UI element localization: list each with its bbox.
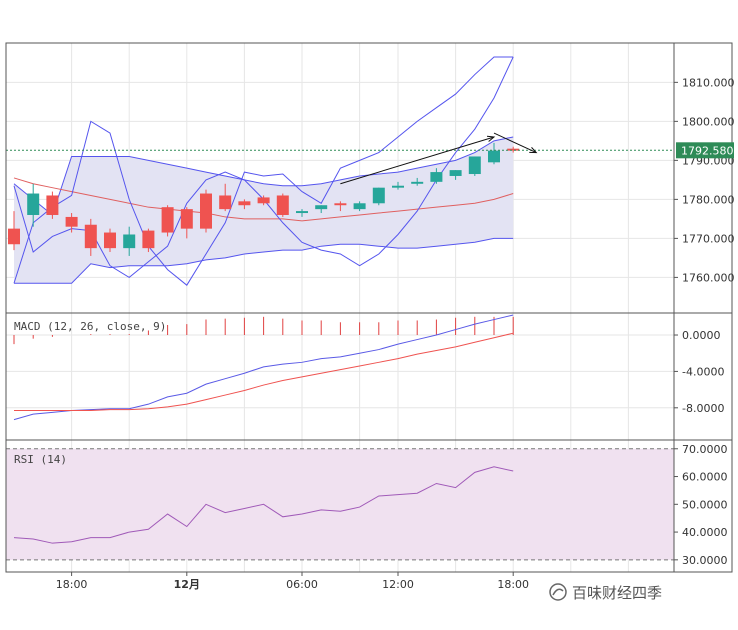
candle-body (372, 187, 385, 204)
bollinger-upper-line (13, 136, 514, 216)
candle-body (315, 205, 328, 210)
rsi-band-fill (6, 448, 674, 560)
candle-body (27, 193, 40, 215)
candle-body (276, 195, 289, 215)
macd-panel[interactable] (13, 314, 514, 421)
candle-body (507, 148, 520, 151)
indicator-line-2 (13, 56, 514, 286)
price-y-tick-label: 1800.000 (682, 115, 735, 128)
rsi-panel-title: RSI (14) (14, 453, 67, 466)
rsi-panel[interactable] (6, 448, 674, 561)
candle-body (488, 150, 500, 163)
candle-body (296, 211, 308, 214)
last-price-badge (676, 142, 734, 159)
moving-average-line (13, 177, 514, 222)
rsi-y-tick-label: 70.0000 (682, 443, 728, 456)
candle-body (449, 170, 462, 176)
last-price-label: 1792.580 (681, 144, 734, 157)
candle-body (8, 228, 20, 245)
annotation-arrow (340, 136, 495, 185)
candle-body (161, 207, 174, 233)
chart-frame (5, 42, 733, 573)
candle-body (65, 216, 78, 227)
candle-body (200, 193, 212, 229)
macd-y-tick-label: -4.0000 (682, 365, 724, 378)
candle-body (257, 197, 270, 204)
price-y-tick-label: 1780.000 (682, 193, 735, 206)
annotation-arrow-head (486, 135, 496, 142)
macd-signal-line (14, 332, 514, 412)
annotation-arrow-head (529, 147, 538, 154)
candle-body (84, 224, 97, 249)
macd-y-tick-label: -8.0000 (682, 402, 724, 415)
annotation-arrow (493, 132, 537, 154)
rsi-y-tick-label: 60.0000 (682, 471, 728, 484)
candle-body (142, 230, 155, 249)
candle-body (411, 181, 424, 184)
candle-body (104, 232, 116, 249)
macd-panel-title: MACD (12, 26, close, 9) (14, 320, 166, 333)
candle-body (46, 195, 59, 215)
candle-body (238, 201, 251, 206)
candle-body (334, 203, 347, 206)
x-tick-label: 12:00 (382, 578, 414, 591)
price-y-tick-label: 1810.000 (682, 76, 735, 89)
candle-body (468, 156, 481, 175)
candle-body (392, 185, 404, 188)
rsi-line (13, 466, 514, 544)
price-y-tick-label: 1760.000 (682, 271, 735, 284)
chart-axes: 1760.0001770.0001780.0001790.0001800.000… (5, 42, 735, 591)
watermark-text: 百味财经四季 (572, 584, 662, 602)
bollinger-lower-line (14, 237, 514, 284)
candle-body (180, 209, 193, 229)
macd-line (13, 314, 514, 421)
x-tick-label: 18:00 (497, 578, 529, 591)
price-y-tick-label: 1770.000 (682, 232, 735, 245)
watermark: 百味财经四季 (549, 583, 662, 602)
x-tick-label: 06:00 (286, 578, 318, 591)
price-panel[interactable] (6, 56, 674, 286)
rsi-y-tick-label: 50.0000 (682, 498, 728, 511)
candle-body (219, 195, 232, 210)
candle-body (353, 203, 366, 210)
rsi-y-tick-label: 30.0000 (682, 554, 728, 567)
watermark-logo-icon (549, 583, 567, 601)
rsi-y-tick-label: 40.0000 (682, 526, 728, 539)
macd-y-tick-label: 0.0000 (682, 329, 721, 342)
candle-body (430, 172, 443, 182)
x-tick-label: 18:00 (56, 578, 88, 591)
x-tick-label: 12月 (174, 578, 200, 591)
candle-body (123, 234, 136, 249)
